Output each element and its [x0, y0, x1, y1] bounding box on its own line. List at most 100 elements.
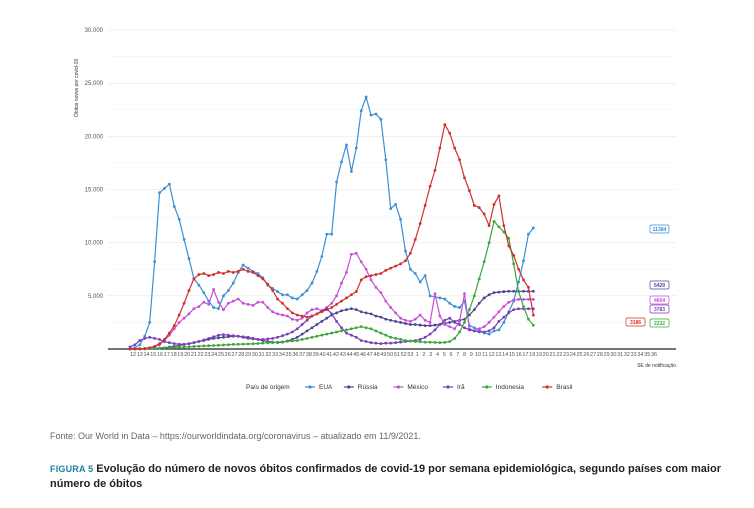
data-point: [276, 340, 279, 344]
data-point: [217, 307, 220, 310]
data-point: [335, 294, 338, 298]
data-point: [418, 280, 422, 284]
data-point: [290, 317, 294, 321]
x-tick-label: 34: [279, 352, 285, 358]
x-tick-label: 25: [218, 352, 224, 358]
data-point: [394, 202, 398, 206]
data-point: [340, 281, 343, 285]
x-tick-label: 51: [394, 352, 400, 358]
data-point: [192, 277, 196, 281]
data-point: [231, 334, 235, 338]
data-point: [231, 271, 235, 274]
data-point: [389, 306, 393, 309]
data-point: [512, 254, 516, 257]
data-point: [187, 312, 191, 316]
data-point: [487, 329, 491, 333]
data-point: [325, 232, 329, 236]
data-point: [212, 344, 216, 347]
data-point: [408, 319, 412, 323]
data-point: [477, 277, 481, 281]
data-point: [438, 296, 442, 300]
data-point: [300, 314, 304, 318]
data-point: [512, 308, 516, 312]
data-point: [482, 330, 486, 334]
data-point: [354, 251, 358, 255]
x-tick-label: 7: [456, 352, 459, 358]
data-point: [394, 264, 398, 268]
gridlines: [108, 29, 676, 350]
x-tick-label: 36: [292, 352, 298, 358]
data-point: [472, 308, 476, 312]
x-tick-label: 18: [171, 352, 177, 358]
data-point: [182, 345, 186, 349]
data-point: [167, 346, 171, 350]
x-tick-label: 5: [443, 352, 446, 358]
data-point: [497, 328, 501, 332]
x-tick-label: 9: [470, 352, 473, 358]
data-point: [177, 313, 181, 317]
data-point: [153, 336, 156, 340]
data-point: [300, 323, 304, 326]
series-mexico: [128, 251, 535, 351]
data-point: [418, 222, 422, 225]
data-point: [261, 341, 265, 345]
x-tick-label: 24: [570, 352, 576, 358]
data-point: [310, 308, 314, 312]
figure-label: FIGURA 5: [50, 464, 94, 474]
data-point: [374, 273, 378, 276]
data-point: [290, 296, 294, 300]
data-point: [163, 338, 166, 341]
data-point: [197, 340, 201, 343]
data-point: [236, 269, 240, 273]
data-point: [369, 341, 373, 345]
legend-marker: [308, 385, 312, 389]
data-point: [158, 342, 161, 346]
data-point: [359, 339, 363, 342]
data-point: [217, 333, 220, 337]
data-point: [453, 327, 457, 331]
data-point: [477, 327, 481, 331]
data-point: [276, 290, 279, 293]
data-point: [359, 310, 363, 314]
data-point: [251, 271, 255, 274]
data-point: [438, 146, 442, 150]
data-point: [374, 314, 378, 318]
x-tick-label: 35: [286, 352, 292, 358]
data-point: [458, 323, 461, 326]
x-tick-label: 22: [198, 352, 204, 358]
data-point: [507, 300, 511, 304]
x-tick-label: 33: [272, 352, 278, 358]
data-point: [231, 281, 235, 285]
data-point: [217, 271, 220, 274]
data-point: [163, 346, 166, 350]
data-point: [384, 158, 388, 162]
x-tick-label: 43: [340, 352, 346, 358]
data-point: [349, 252, 353, 256]
legend-marker: [446, 385, 450, 389]
data-point: [384, 268, 388, 272]
data-point: [335, 330, 338, 334]
x-tick-label: 14: [502, 352, 508, 358]
data-point: [349, 333, 353, 337]
data-point: [330, 301, 334, 305]
data-point: [340, 326, 343, 330]
data-point: [507, 244, 511, 248]
x-tick-label: 35: [644, 352, 650, 358]
data-point: [354, 308, 358, 312]
data-point: [527, 317, 530, 321]
x-tick-label: 25: [577, 352, 583, 358]
data-point: [261, 338, 265, 341]
data-point: [305, 289, 309, 292]
data-point: [418, 340, 422, 344]
data-point: [202, 291, 206, 295]
data-point: [428, 324, 432, 328]
data-point: [271, 336, 275, 340]
data-point: [507, 237, 511, 240]
data-point: [217, 343, 220, 347]
data-point: [448, 340, 452, 343]
data-point: [359, 325, 363, 329]
data-point: [458, 319, 461, 323]
y-tick-label: 15.000: [85, 188, 104, 194]
data-point: [502, 321, 506, 324]
data-point: [399, 340, 402, 344]
